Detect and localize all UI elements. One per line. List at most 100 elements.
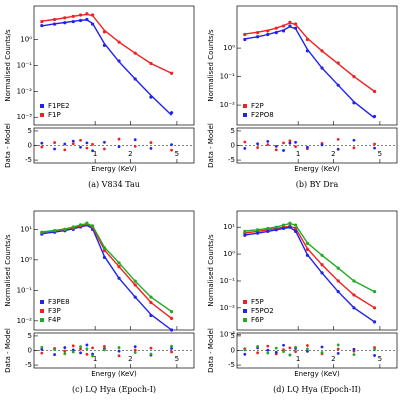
residual-point [103, 348, 106, 352]
data-point [52, 229, 57, 233]
data-point [102, 249, 107, 253]
data-point [274, 26, 278, 30]
data-point [372, 89, 377, 94]
residual-tick-label: -5 [228, 361, 235, 369]
x-tick-label: 2 [331, 150, 335, 158]
data-point [336, 290, 340, 294]
y-tick-label: 10⁻¹ [17, 62, 33, 70]
data-point [336, 266, 340, 270]
legend-marker [40, 113, 44, 117]
data-point [90, 22, 95, 26]
data-point [320, 66, 324, 70]
legend-label: F3PE8 [48, 298, 70, 306]
x-axis-label: Energy (KeV) [91, 370, 137, 378]
data-point [149, 95, 153, 99]
data-point [266, 226, 270, 231]
data-point [255, 228, 260, 232]
data-point [71, 14, 75, 18]
data-point [243, 32, 247, 37]
x-tick-label: 5 [378, 355, 382, 363]
residual-point [274, 350, 278, 354]
data-point [243, 37, 247, 42]
residual-point [40, 345, 44, 349]
data-point [149, 295, 153, 299]
y-tick-label: 10⁰ [20, 256, 32, 264]
data-point [266, 32, 270, 37]
caption: (d) LQ Hya (Epoch-II) [273, 385, 361, 394]
data-point [281, 223, 286, 227]
residual-point [79, 138, 82, 142]
data-point [352, 306, 356, 310]
residual-point [373, 146, 376, 150]
residual-point [373, 348, 376, 352]
x-tick-label: 2 [128, 355, 132, 363]
residual-point [103, 147, 106, 151]
residual-point [79, 347, 82, 351]
model-line [41, 13, 172, 74]
y-axis-label: Normalised Counts/s [4, 234, 12, 307]
residual-point [266, 143, 270, 147]
residual-axis-label: Data - Model [207, 328, 215, 373]
y-tick-label: 10⁰ [223, 44, 235, 52]
residual-point [79, 345, 82, 349]
residual-point [91, 352, 94, 356]
y-tick-label: 10¹ [223, 223, 235, 231]
data-point [133, 51, 137, 55]
data-point [293, 223, 298, 227]
legend-marker [243, 309, 247, 313]
residual-point [352, 347, 356, 351]
legend-label: F4P [48, 316, 61, 324]
y-tick-label: 10⁻² [17, 87, 33, 95]
residual-point [266, 351, 270, 355]
y-tick-label: 10⁻¹ [17, 286, 33, 294]
residual-point [79, 145, 82, 149]
residual-point [79, 351, 82, 355]
data-point [336, 83, 340, 87]
residual-tick-label: 5 [28, 127, 32, 135]
x-tick-label: 2 [331, 355, 335, 363]
data-point [255, 231, 260, 235]
residual-point [85, 146, 89, 150]
residual-point [40, 347, 44, 351]
residual-point [320, 143, 324, 147]
data-point [266, 229, 270, 233]
residual-point [71, 142, 75, 146]
y-tick-label: 10⁻² [220, 304, 236, 312]
y-tick-label: 10⁻² [220, 101, 236, 109]
residual-point [117, 346, 121, 349]
data-point [266, 29, 270, 33]
data-point [169, 310, 174, 314]
y-tick-label: 10⁻¹ [220, 277, 236, 285]
data-point [169, 328, 174, 332]
data-point [293, 26, 298, 30]
data-point [63, 227, 67, 231]
residual-point [63, 142, 67, 146]
residual-point [71, 344, 75, 348]
residual-point [91, 142, 94, 146]
residual-point [133, 351, 137, 354]
data-point [243, 233, 247, 237]
residual-point [243, 140, 247, 144]
x-tick-label: 5 [175, 150, 179, 158]
residual-tick-label: 0 [28, 347, 32, 355]
residual-point [274, 148, 278, 152]
x-tick-label: 1 [296, 150, 300, 158]
residual-point [133, 144, 137, 148]
legend-label: F2PO8 [251, 111, 274, 119]
y-tick-label: 10⁰ [223, 250, 235, 258]
legend-label: F2P [251, 102, 264, 110]
plot-frame [33, 210, 195, 331]
residual-point [117, 349, 121, 353]
residual-point [117, 137, 121, 141]
x-tick-label: 5 [378, 150, 382, 158]
residual-point [336, 343, 340, 347]
residual-point [282, 141, 285, 145]
data-point [305, 247, 310, 251]
residual-tick-label: -5 [228, 156, 235, 164]
model-line [244, 22, 376, 93]
data-point [288, 24, 292, 28]
residual-point [53, 348, 56, 352]
caption: (c) LQ Hya (Epoch-I) [72, 385, 156, 394]
y-axis-label: Normalised Counts/s [4, 29, 12, 102]
residual-point [256, 351, 259, 355]
